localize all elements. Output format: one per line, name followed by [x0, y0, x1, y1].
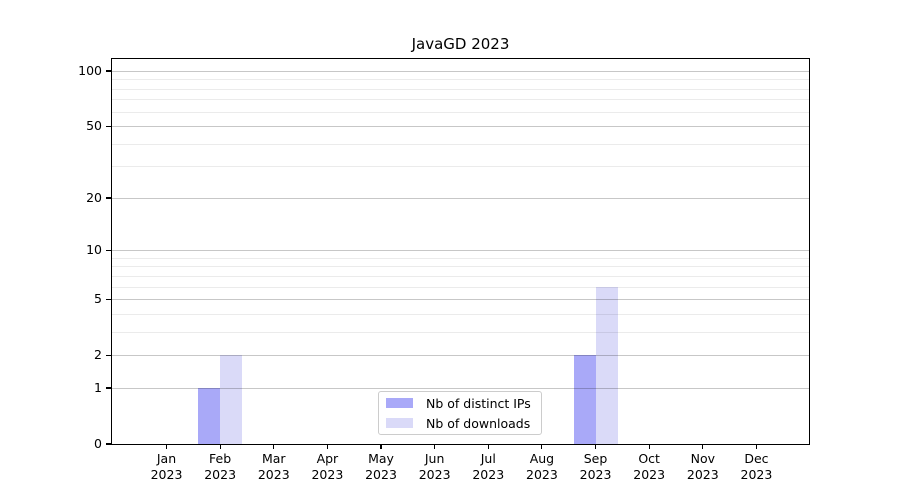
x-axis-month-label: May	[368, 451, 394, 466]
x-axis-year-label: 2023	[150, 466, 183, 482]
gridline-major	[112, 355, 809, 357]
bar-distinct-ips	[198, 387, 221, 444]
x-axis-tick-mark	[165, 444, 168, 450]
x-axis-tick-label: Jul 2023	[456, 451, 520, 482]
x-axis-tick-mark	[380, 444, 382, 450]
x-axis-month-label: Oct	[638, 451, 660, 466]
y-axis-tick-mark	[105, 387, 111, 389]
bar-downloads	[220, 355, 243, 444]
y-axis-tick-label: 1	[94, 379, 102, 395]
x-axis-tick-label: Jan 2023	[135, 451, 199, 482]
gridline-minor	[112, 313, 809, 315]
x-axis-year-label: 2023	[365, 466, 397, 482]
legend-item-distinct-ips: Nb of distinct IPs	[379, 395, 541, 411]
gridline-minor	[112, 257, 809, 259]
x-axis-tick-mark	[219, 444, 221, 450]
gridline-minor	[112, 99, 809, 101]
x-axis-tick-mark	[702, 444, 704, 450]
x-axis-tick-label: Nov 2023	[671, 451, 735, 482]
gridline-major	[112, 387, 809, 389]
x-axis-month-label: Jun	[424, 451, 445, 466]
x-axis-month-label: Apr	[316, 451, 339, 466]
x-axis-tick-label: Sep 2023	[564, 451, 628, 482]
x-axis-tick-label: May 2023	[349, 451, 413, 482]
gridline-minor	[112, 286, 809, 288]
x-axis-year-label: 2023	[526, 466, 558, 482]
x-axis-month-label: Feb	[209, 451, 232, 466]
x-axis-tick-mark	[434, 444, 436, 450]
y-axis-tick-mark	[105, 197, 111, 199]
x-axis-month-label: Nov	[690, 451, 715, 466]
gridline-minor	[112, 266, 809, 268]
x-axis-tick-mark	[541, 444, 543, 450]
legend-swatch-downloads	[386, 418, 413, 428]
y-axis-tick-label: 50	[86, 118, 102, 134]
x-axis-year-label: 2023	[311, 466, 344, 482]
x-axis-year-label: 2023	[204, 466, 237, 482]
y-axis-tick-label: 10	[86, 242, 102, 258]
x-axis-year-label: 2023	[579, 466, 612, 482]
x-axis-year-label: 2023	[418, 466, 451, 482]
x-axis-year-label: 2023	[633, 466, 666, 482]
gridline-major	[112, 126, 809, 128]
chart-title: JavaGD 2023	[411, 35, 510, 53]
y-axis-tick-mark	[105, 354, 111, 356]
y-axis-tick-mark	[105, 125, 111, 127]
x-axis-year-label: 2023	[472, 466, 505, 482]
x-axis-tick-mark	[755, 444, 758, 450]
y-axis-tick-mark	[105, 249, 111, 251]
x-axis-month-label: Aug	[529, 451, 555, 466]
gridline-minor	[112, 331, 809, 333]
x-axis-tick-mark	[487, 444, 489, 450]
y-axis-tick-mark	[105, 70, 111, 72]
legend-swatch-distinct-ips	[386, 398, 413, 408]
x-axis-tick-mark	[273, 444, 275, 450]
legend: Nb of distinct IPs Nb of downloads	[378, 391, 542, 435]
plot-area	[112, 59, 809, 444]
x-axis-month-label: Sep	[583, 451, 608, 466]
gridline-minor	[112, 275, 809, 277]
x-axis-month-label: Mar	[261, 451, 286, 466]
gridline-minor	[112, 88, 809, 90]
gridline-minor	[112, 111, 809, 113]
x-axis-month-label: Jul	[480, 451, 496, 466]
y-axis-tick-mark	[105, 443, 111, 445]
x-axis-tick-label: Aug 2023	[510, 451, 574, 482]
x-axis-tick-label: Apr 2023	[295, 451, 359, 482]
x-axis-month-label: Jan	[156, 451, 177, 466]
gridline-major	[112, 299, 809, 301]
y-axis-tick-mark	[105, 298, 111, 300]
gridline-major	[112, 250, 809, 252]
x-axis-month-label: Dec	[744, 451, 769, 466]
y-axis-tick-label: 100	[78, 63, 102, 78]
bar-downloads	[595, 286, 618, 444]
x-axis-tick-label: Dec 2023	[724, 451, 788, 482]
y-axis-tick-label: 0	[94, 436, 102, 451]
gridline-major	[112, 197, 809, 199]
x-axis-tick-mark	[648, 444, 650, 450]
x-axis-year-label: 2023	[686, 466, 719, 482]
x-axis-tick-mark	[326, 444, 328, 450]
gridline-major	[112, 71, 809, 72]
x-axis-tick-label: Jun 2023	[403, 451, 467, 482]
x-axis-tick-mark	[594, 444, 597, 450]
x-axis-year-label: 2023	[740, 466, 773, 482]
x-axis-year-label: 2023	[257, 466, 290, 482]
y-axis-tick-label: 5	[94, 291, 102, 307]
x-axis-tick-label: Mar 2023	[242, 451, 306, 482]
bar-distinct-ips	[573, 355, 596, 444]
gridline-minor	[112, 166, 809, 168]
x-axis-tick-label: Feb 2023	[188, 451, 252, 482]
legend-label-downloads: Nb of downloads	[426, 415, 531, 431]
gridline-minor	[112, 143, 809, 145]
legend-item-downloads: Nb of downloads	[379, 415, 541, 431]
y-axis-tick-label: 2	[94, 347, 102, 363]
legend-label-distinct-ips: Nb of distinct IPs	[426, 395, 531, 411]
y-axis-tick-label: 20	[86, 189, 102, 205]
gridline-minor	[112, 79, 809, 81]
x-axis-tick-label: Oct 2023	[617, 451, 681, 482]
